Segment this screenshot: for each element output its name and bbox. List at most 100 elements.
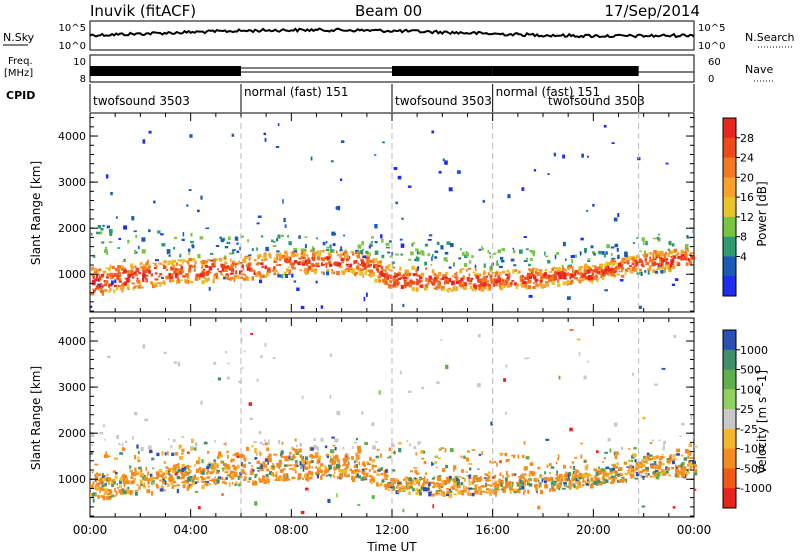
range-gate-cell — [90, 232, 93, 236]
range-gate-cell — [453, 477, 456, 482]
range-gate-cell — [196, 273, 200, 278]
range-gate-cell — [614, 261, 617, 265]
range-gate-cell — [569, 275, 572, 280]
range-gate-cell — [603, 457, 606, 460]
range-gate-cell — [540, 474, 543, 477]
range-gate-cell — [367, 462, 369, 466]
range-gate-cell — [468, 273, 471, 277]
range-gate-cell — [503, 282, 507, 285]
power-colorbar-swatch — [723, 118, 736, 139]
range-gate-cell — [232, 249, 236, 251]
range-gate-cell — [635, 464, 637, 469]
range-gate-cell — [478, 453, 482, 456]
range-gate-cell — [563, 473, 568, 477]
range-gate-cell — [533, 169, 537, 172]
range-gate-cell — [92, 498, 95, 503]
range-gate-cell — [488, 489, 492, 494]
range-gate-cell — [254, 272, 259, 277]
range-gate-cell — [614, 260, 617, 263]
range-gate-cell — [228, 278, 231, 281]
range-gate-cell — [105, 496, 109, 500]
range-gate-cell — [121, 476, 126, 480]
velocity-colorbar-swatch — [723, 389, 736, 410]
range-gate-cell — [299, 442, 302, 447]
range-gate-cell — [139, 263, 142, 265]
range-gate-cell — [633, 447, 637, 450]
range-gate-cell — [675, 466, 678, 469]
range-gate-cell — [188, 467, 190, 471]
range-gate-cell — [640, 474, 643, 478]
range-gate-cell — [431, 477, 435, 480]
range-gate-cell — [531, 250, 536, 255]
range-gate-cell — [395, 279, 399, 282]
range-gate-cell — [431, 461, 433, 466]
range-gate-cell — [188, 262, 190, 266]
range-gate-cell — [300, 510, 305, 515]
range-gate-cell — [437, 271, 442, 276]
range-gate-cell — [661, 469, 665, 474]
range-gate-cell — [630, 470, 635, 473]
range-gate-cell — [543, 479, 547, 484]
range-gate-cell — [420, 284, 424, 289]
range-gate-cell — [537, 505, 541, 510]
range-gate-cell — [356, 473, 359, 477]
range-gate-cell — [676, 453, 680, 456]
range-gate-cell — [649, 475, 652, 478]
range-gate-cell — [235, 481, 238, 484]
range-gate-cell — [608, 270, 611, 274]
range-gate-cell — [405, 487, 409, 491]
range-gate-cell — [201, 270, 205, 272]
range-gate-cell — [434, 256, 438, 259]
range-gate-cell — [539, 482, 542, 486]
range-gate-cell — [116, 216, 118, 219]
range-gate-cell — [134, 491, 138, 496]
range-gate-cell — [107, 477, 112, 482]
range-gate-cell — [167, 260, 172, 265]
range-gate-cell — [98, 268, 102, 272]
range-gate-cell — [653, 250, 657, 254]
range-gate-cell — [434, 461, 438, 464]
range-gate-cell — [590, 268, 592, 270]
range-gate-cell — [497, 488, 501, 491]
range-gate-cell — [188, 189, 192, 191]
range-gate-cell — [111, 481, 114, 485]
range-gate-cell — [95, 472, 99, 476]
range-gate-cell — [596, 450, 599, 454]
range-gate-cell — [165, 476, 167, 479]
range-gate-cell — [384, 485, 388, 490]
range-gate-cell — [206, 270, 209, 273]
range-gate-cell — [168, 479, 172, 483]
range-gate-cell — [162, 472, 165, 476]
range-gate-cell — [312, 264, 316, 267]
range-gate-cell — [193, 268, 196, 272]
range-gate-cell — [642, 416, 646, 420]
range-gate-cell — [499, 283, 503, 286]
range-gate-cell — [463, 281, 466, 285]
range-gate-cell — [607, 269, 612, 273]
range-gate-cell — [263, 476, 266, 481]
range-gate-cell — [574, 474, 579, 477]
range-gate-cell — [144, 280, 148, 283]
range-gate-cell — [90, 484, 94, 489]
range-gate-cell — [276, 238, 279, 242]
range-gate-cell — [100, 481, 104, 484]
range-gate-cell — [551, 488, 556, 492]
range-gate-cell — [209, 479, 213, 482]
range-gate-cell — [466, 269, 468, 272]
range-gate-cell — [418, 477, 421, 481]
range-gate-cell — [99, 432, 104, 435]
range-gate-cell — [621, 446, 624, 450]
range-gate-cell — [579, 271, 582, 276]
range-gate-cell — [293, 280, 297, 283]
range-gate-cell — [644, 250, 646, 254]
range-gate-cell — [605, 269, 609, 273]
range-gate-cell — [455, 489, 459, 491]
range-gate-cell — [624, 251, 628, 256]
range-gate-cell — [256, 254, 261, 258]
range-gate-cell — [224, 246, 229, 249]
range-gate-cell — [627, 267, 631, 270]
range-gate-cell — [159, 273, 163, 276]
range-gate-cell — [674, 469, 679, 472]
range-gate-cell — [181, 468, 185, 472]
range-gate-cell — [174, 273, 179, 277]
